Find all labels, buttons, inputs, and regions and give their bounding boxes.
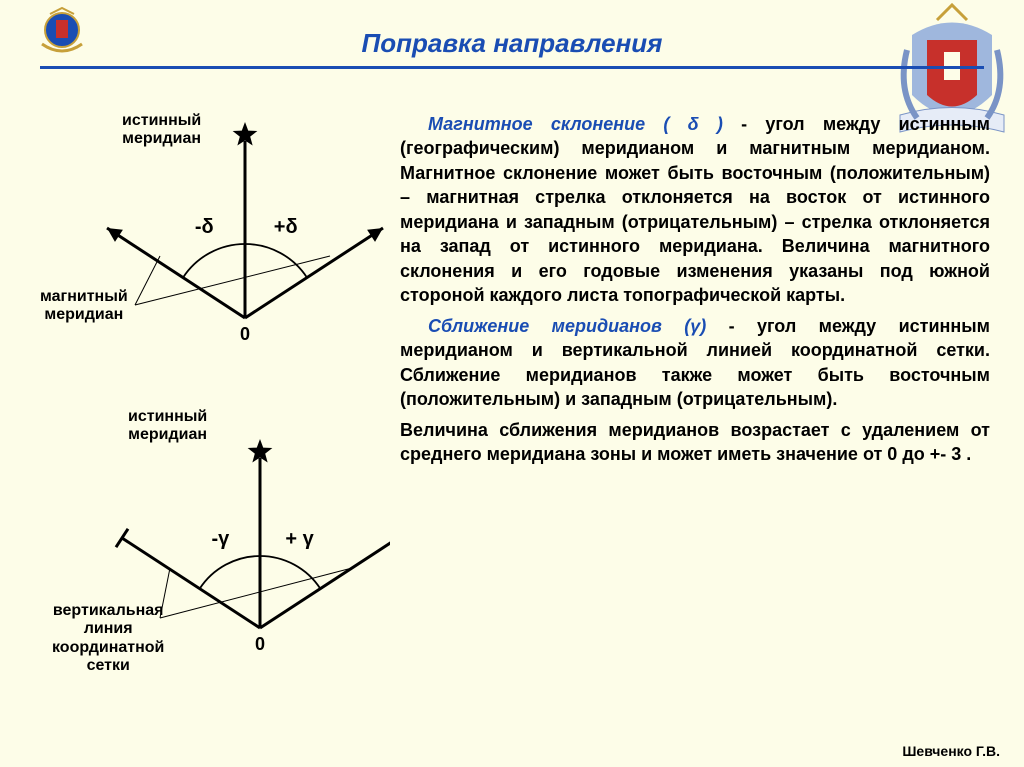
svg-text:0: 0 [240, 324, 250, 344]
label-true-meridian-1: истинныймеридиан [122, 112, 201, 149]
diagram-magnetic-declination: -δ +δ 0 истинныймеридиан магнитныймеридиан [30, 98, 390, 378]
paragraph-3: Величина сближения меридианов возрастает… [400, 418, 990, 467]
label-grid-line: вертикальнаялиниякоординатнойсетки [52, 602, 164, 676]
svg-text:-δ: -δ [195, 216, 214, 238]
paragraph-1: Магнитное склонение ( δ ) - угол между и… [400, 112, 990, 308]
body-text: Магнитное склонение ( δ ) - угол между и… [400, 112, 990, 473]
svg-text:-γ: -γ [212, 528, 231, 550]
diagram-meridian-convergence: -γ + γ 0 истинныймеридиан вертикальнаялини… [30, 398, 390, 678]
svg-text:+δ: +δ [274, 216, 298, 238]
svg-text:0: 0 [255, 634, 265, 654]
label-true-meridian-2: истинныймеридиан [128, 408, 207, 445]
label-magnetic-meridian: магнитныймеридиан [40, 288, 128, 325]
footer-author: Шевченко Г.В. [902, 743, 1000, 759]
paragraph-2: Сближение меридианов (γ) - угол между ис… [400, 314, 990, 412]
title-underline [40, 66, 984, 69]
svg-text:+ γ: + γ [285, 528, 314, 550]
page-title: Поправка направления [0, 28, 1024, 59]
term-declination: Магнитное склонение ( δ ) [428, 114, 723, 134]
term-convergence: Сближение меридианов (γ) [428, 316, 706, 336]
